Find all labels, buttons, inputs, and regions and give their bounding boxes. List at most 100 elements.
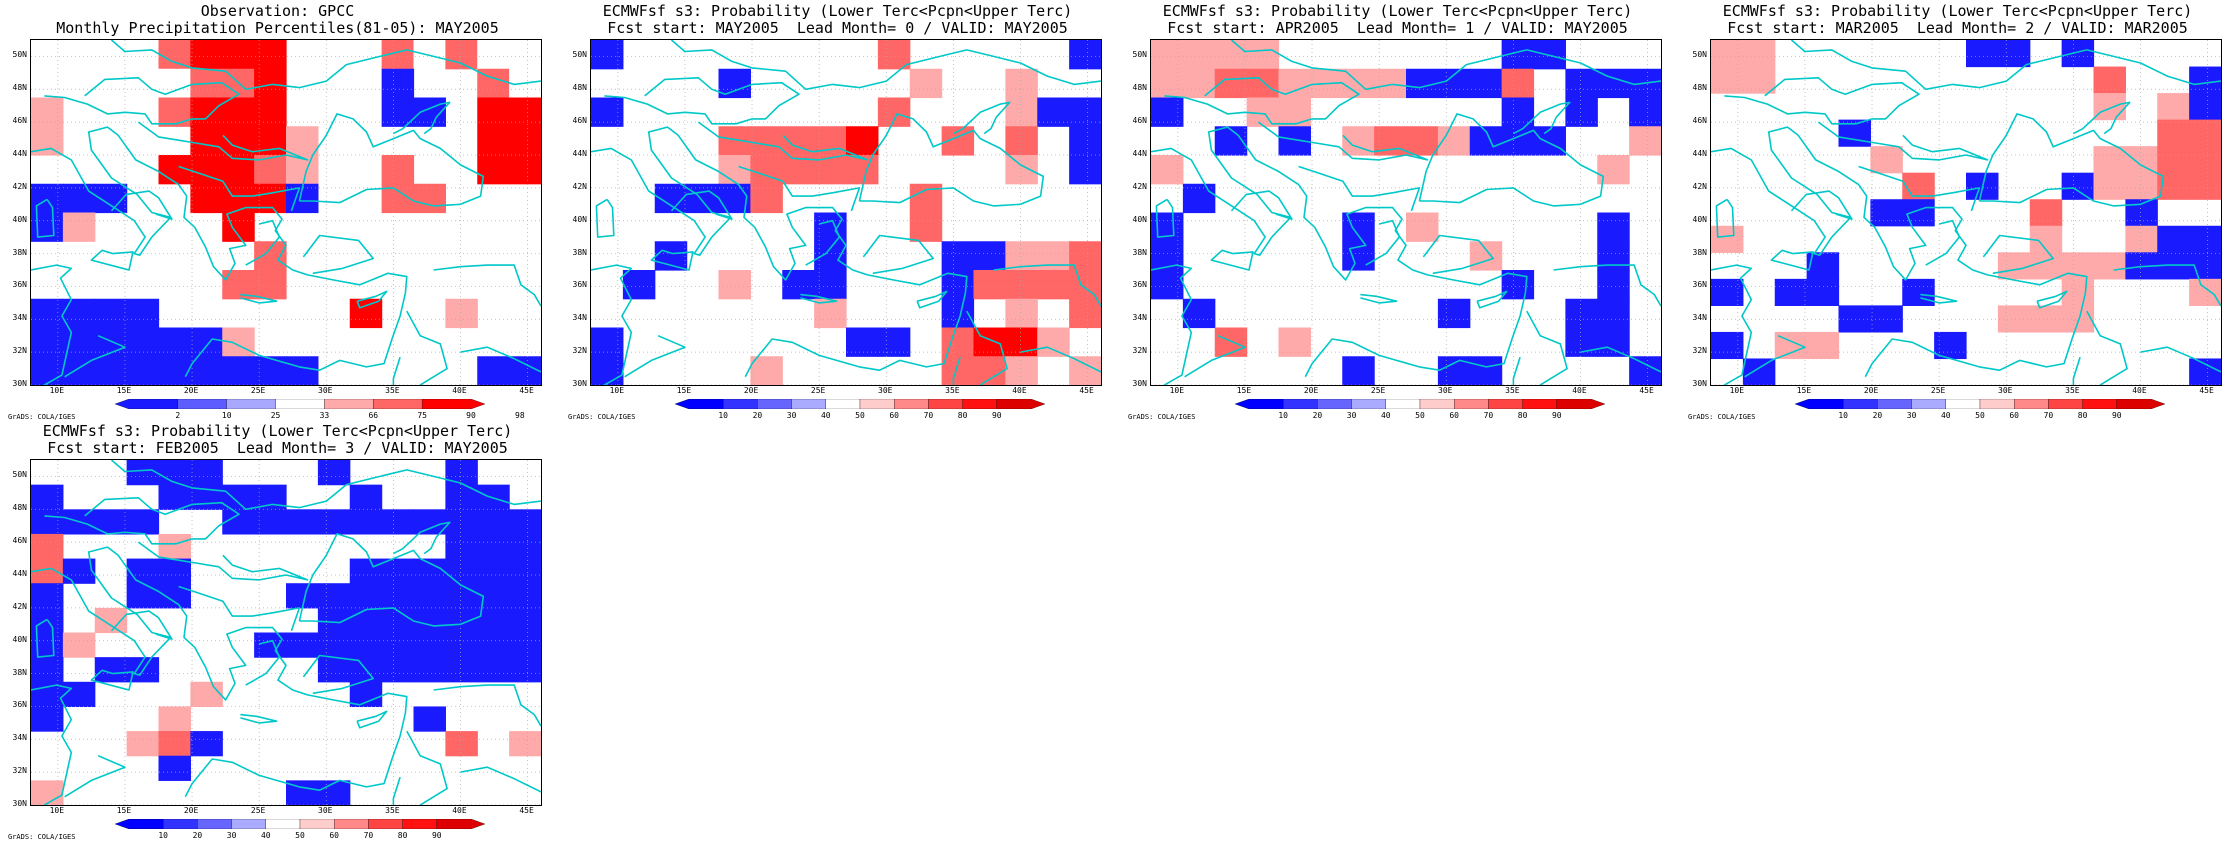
coastline — [35, 198, 55, 238]
grid-cell — [158, 484, 191, 510]
coastline — [916, 290, 948, 309]
coastline — [240, 713, 278, 724]
coastline — [966, 310, 1008, 385]
shaded-field — [31, 460, 541, 805]
grid-cell — [445, 657, 478, 683]
colorbar-label: 40 — [1940, 411, 1951, 420]
grid-cell — [158, 460, 191, 486]
coastline — [460, 346, 541, 373]
grid-cell — [1997, 305, 2031, 333]
colorbar-strip — [1235, 399, 1605, 409]
coastline — [178, 165, 301, 212]
coastline — [1513, 101, 1571, 135]
colorbar-strip — [675, 399, 1045, 409]
colorbar-segment — [1283, 399, 1318, 409]
coastline — [670, 40, 1101, 91]
colorbar-label: 40 — [820, 411, 831, 420]
colorbar-label: 50 — [855, 411, 865, 420]
coastline — [650, 249, 694, 271]
latitude-label: 34N — [1132, 313, 1147, 323]
colorbar-label: 10 — [1278, 411, 1288, 420]
colorbar-label: 10 — [1838, 411, 1848, 420]
grid-cell — [158, 731, 191, 757]
latitude-label: 30N — [1132, 379, 1147, 388]
grid-cell — [31, 298, 64, 329]
longitude-label: 15E — [1236, 386, 1252, 395]
coastline — [1360, 293, 1398, 304]
grid-cell — [2093, 93, 2126, 121]
grid-cell — [2189, 93, 2221, 121]
grid-cell — [62, 40, 96, 70]
colorbar-label: 60 — [329, 831, 339, 840]
panel-title-line2: Monthly Precipitation Percentiles(81-05)… — [56, 19, 499, 37]
latitude-label: 44N — [1692, 149, 1707, 158]
colorbar-segment — [115, 399, 179, 409]
panel-fcst-lead2: ECMWFsf s3: Probability (Lower Terc<Pcpn… — [1685, 0, 2230, 421]
coastline — [1257, 121, 1429, 161]
longitude-label: 25E — [250, 386, 266, 395]
grid-cell — [846, 327, 879, 357]
grid-cell — [286, 155, 319, 185]
grid-cell — [1214, 40, 1248, 70]
colorbar-label: 98 — [515, 411, 525, 420]
colorbar-segment — [2014, 399, 2049, 409]
grid-cell — [445, 533, 478, 560]
latitude-label: 30N — [1692, 379, 1707, 388]
grid-cell — [2125, 146, 2158, 174]
grid-cell — [1151, 40, 1184, 70]
coastline — [2086, 310, 2128, 385]
map-area — [30, 459, 542, 806]
grid-cell — [1711, 40, 1744, 68]
latitude-label: 30N — [12, 799, 27, 808]
colorbar-segment — [421, 399, 485, 409]
grid-cell — [126, 731, 160, 757]
longitude-label: 40E — [1572, 386, 1587, 395]
grid-cell — [1005, 356, 1038, 385]
longitude-label: 30E — [878, 386, 893, 395]
colorbar-label: 10 — [718, 411, 728, 420]
colorbar-segment — [324, 399, 374, 409]
grid-cell — [413, 509, 446, 535]
coastline — [393, 101, 451, 135]
colorbar-segment — [334, 819, 369, 829]
latitude-label: 48N — [12, 83, 27, 93]
grid-cell — [1597, 212, 1630, 242]
longitude-label: 10E — [49, 806, 65, 815]
grid-cell — [1342, 212, 1375, 242]
longitude-label: 10E — [49, 386, 65, 395]
colorbar-segment — [265, 819, 301, 829]
grid-cell — [349, 509, 383, 535]
grid-cell — [1742, 358, 1776, 385]
colorbar-label: 30 — [786, 411, 797, 420]
grid-cell — [254, 40, 287, 70]
colorbar-strip — [1795, 399, 2165, 409]
coastline — [1724, 76, 1920, 125]
grid-cell — [718, 155, 751, 185]
grid-cell — [2189, 146, 2221, 174]
longitude-label: 15E — [1796, 386, 1812, 395]
grid-cell — [445, 40, 478, 70]
coastline — [64, 754, 126, 798]
latitude-label: 42N — [572, 181, 587, 191]
grid-cell — [190, 183, 223, 214]
grid-cell — [1902, 199, 1935, 227]
colorbar-segment — [163, 819, 198, 829]
coastline — [1422, 234, 1495, 275]
colorbar-segment — [2116, 399, 2165, 409]
longitude-label: 35E — [2065, 386, 2080, 395]
coastline — [1476, 290, 1508, 309]
grid-cell — [31, 583, 64, 609]
grid-cell — [2189, 66, 2221, 94]
grid-cell — [877, 40, 911, 70]
latitude-label: 48N — [1692, 83, 1707, 93]
coastline — [1164, 76, 1360, 125]
longitude-label: 35E — [945, 386, 960, 395]
grid-cell — [1565, 298, 1598, 329]
grid-cell — [62, 68, 96, 99]
panel-obs-gpcc: Observation: GPCC Monthly Precipitation … — [5, 0, 550, 421]
grid-cell — [381, 607, 415, 634]
grid-cell — [317, 780, 351, 805]
grid-cell — [254, 270, 287, 300]
longitude-label: 45E — [2199, 386, 2214, 395]
coastline — [1230, 40, 1661, 91]
